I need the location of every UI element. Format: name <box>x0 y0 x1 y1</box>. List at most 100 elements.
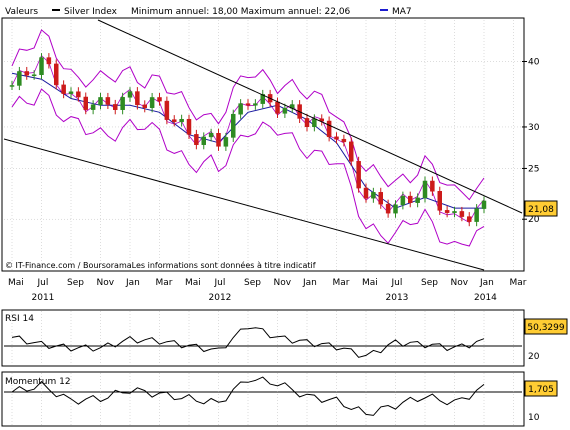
x-tick-label: Sep <box>67 278 84 288</box>
trendline-lower <box>3 138 485 271</box>
candle-body <box>408 195 413 203</box>
x-year-label: 2012 <box>209 293 232 303</box>
candle-body <box>430 180 435 192</box>
source-note: © IT-Finance.com / BoursoramaLes informa… <box>5 260 316 270</box>
candle-body <box>319 118 324 122</box>
candle-body <box>253 103 258 106</box>
candle-body <box>459 211 465 217</box>
candle-body <box>113 104 118 110</box>
candle-body <box>467 216 472 222</box>
rsi-panel-frame <box>1 309 525 367</box>
candle-body <box>481 200 487 209</box>
bollinger-lower-line <box>11 88 485 247</box>
x-axis: Mai Jul Sep Nov Jan Mar Mai Jul Sep Nov Jan Mar Mai J… <box>8 278 527 303</box>
candle-body <box>120 97 125 110</box>
x-tick-label: Mai <box>185 278 201 288</box>
candle-body <box>282 107 288 114</box>
x-tick-label: Nov <box>97 278 115 288</box>
momentum-last-badge: 1,705 <box>524 380 558 397</box>
momentum-tick-10: 10 <box>528 413 540 423</box>
series-label: Valeurs <box>5 7 38 17</box>
min-max-label: Minimum annuel: 18,00 Maximum annuel: 22… <box>131 7 351 17</box>
candle-body <box>164 100 170 120</box>
x-year-label: 2011 <box>32 293 55 303</box>
rsi-badge-value: 50,3299 <box>527 323 564 333</box>
rsi-last-badge: 50,3299 <box>524 318 568 335</box>
candle-body <box>135 91 140 106</box>
candle-body <box>9 85 15 87</box>
candle-body <box>393 204 398 214</box>
ma7-line <box>11 72 484 209</box>
legend-swatch-silver <box>52 9 60 11</box>
candle-body <box>275 101 280 114</box>
candle-body <box>341 138 347 143</box>
x-tick-label: Mar <box>156 278 173 288</box>
candle-body <box>260 94 265 104</box>
price-y-tick-label: 25 <box>528 164 539 174</box>
candle-body <box>349 141 354 162</box>
momentum-panel-frame <box>1 371 525 427</box>
candle-body <box>17 71 22 86</box>
candle-body <box>334 136 339 140</box>
candle-body <box>474 208 479 222</box>
ma-label: MA7 <box>392 7 412 17</box>
x-tick-label: Mar <box>510 278 527 288</box>
candle-body <box>83 96 88 110</box>
candle-body <box>98 97 103 105</box>
x-tick-label: Jul <box>37 278 49 288</box>
rsi-line <box>11 327 485 358</box>
price-grid <box>4 20 522 270</box>
x-tick-label: Mar <box>333 278 350 288</box>
legend-swatch-ma <box>380 9 388 11</box>
rsi-tick-20: 20 <box>528 352 540 362</box>
momentum-line <box>11 376 485 416</box>
candle-body <box>231 113 236 138</box>
x-tick-label: Nov <box>451 278 469 288</box>
candle-body <box>371 192 376 199</box>
momentum-badge-box <box>524 380 558 397</box>
candle-body <box>437 190 442 211</box>
price-badge-value: 21,08 <box>528 205 554 215</box>
candle-body <box>216 133 221 147</box>
price-y-tick-label: 30 <box>528 123 540 133</box>
trendline-upper <box>97 19 523 214</box>
candle-body <box>422 180 428 199</box>
candle-body <box>201 136 206 145</box>
candle-body <box>415 197 420 203</box>
candle-body <box>142 104 147 108</box>
price-last-badge: 21,08 <box>524 200 558 217</box>
candle-body <box>149 97 155 108</box>
candle-body <box>61 84 66 94</box>
header: Valeurs Silver Index Minimum annuel: 18,… <box>5 7 412 17</box>
candle-body <box>157 97 162 102</box>
x-tick-label: Sep <box>421 278 438 288</box>
x-tick-label: Jan <box>479 278 494 288</box>
candle-body <box>54 63 59 86</box>
candle-body <box>76 91 81 98</box>
rsi-plot <box>4 311 522 365</box>
x-year-label: 2014 <box>474 293 497 303</box>
candle-body <box>24 71 29 76</box>
momentum-badge-value: 1,705 <box>528 385 554 395</box>
x-tick-label: Nov <box>274 278 292 288</box>
candle-body <box>444 210 450 213</box>
candle-body <box>172 119 177 123</box>
candle-body <box>39 57 44 75</box>
candle-body <box>452 211 457 213</box>
price-plot <box>3 19 523 271</box>
candle-body <box>223 137 229 147</box>
x-tick-label: Jan <box>125 278 140 288</box>
candle-body <box>127 91 133 98</box>
candle-body <box>31 74 37 76</box>
candle-body <box>186 118 192 135</box>
candle-body <box>46 57 52 65</box>
x-tick-label: Jan <box>302 278 317 288</box>
candle-body <box>385 203 391 214</box>
price-y-ticks: 40 30 25 20 <box>522 57 540 225</box>
bollinger-upper-line <box>11 29 485 201</box>
x-tick-label: Sep <box>244 278 261 288</box>
candle-body <box>208 133 214 138</box>
x-tick-label: Mai <box>8 278 24 288</box>
momentum-plot <box>4 373 522 425</box>
